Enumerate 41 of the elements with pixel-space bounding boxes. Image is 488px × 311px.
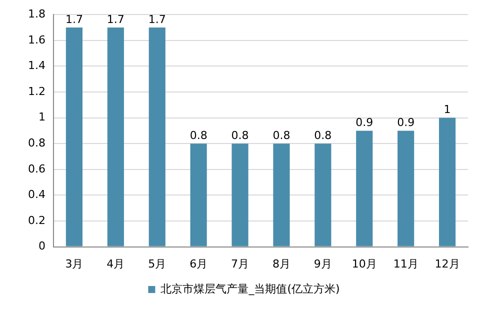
bar xyxy=(314,144,332,246)
data-label: 0.8 xyxy=(190,128,208,142)
data-label: 1.7 xyxy=(148,12,166,26)
y-tick-label: 1.8 xyxy=(28,7,46,20)
x-tick-label: 4月 xyxy=(106,257,125,270)
y-tick-label: 0 xyxy=(38,240,46,253)
data-label: 1.7 xyxy=(65,12,83,26)
y-tick-label: 1 xyxy=(38,110,46,124)
bar xyxy=(356,130,373,246)
data-label: 1.7 xyxy=(106,12,124,26)
data-label: 1 xyxy=(444,103,451,116)
x-tick-label: 5月 xyxy=(148,257,166,270)
x-tick-label: 7月 xyxy=(231,257,250,270)
bar xyxy=(398,130,414,246)
x-tick-label: 9月 xyxy=(314,257,332,270)
x-tick-label: 11月 xyxy=(393,257,418,270)
x-tick-label: 3月 xyxy=(65,257,84,270)
x-tick-label: 6月 xyxy=(190,257,208,270)
data-label: 0.9 xyxy=(397,116,415,130)
bar xyxy=(190,144,207,246)
bar xyxy=(232,144,248,246)
data-label: 0.8 xyxy=(272,128,290,142)
x-tick-label: 12月 xyxy=(434,257,460,270)
x-tick-label: 10月 xyxy=(352,257,377,270)
x-tick-label: 8月 xyxy=(272,257,290,270)
y-tick-label: 1.4 xyxy=(28,59,46,72)
bar xyxy=(148,28,166,246)
data-label: 0.9 xyxy=(356,116,374,130)
bar xyxy=(273,144,290,246)
bar xyxy=(66,28,83,246)
y-tick-label: 0.8 xyxy=(28,136,46,150)
y-tick-label: 1.6 xyxy=(28,33,46,46)
data-label: 0.8 xyxy=(231,128,249,142)
y-tick-label: 0.6 xyxy=(28,162,46,176)
data-label: 0.8 xyxy=(314,128,332,142)
legend-label: 北京市煤层气产量_当期值(亿立方米) xyxy=(160,282,340,296)
y-tick-label: 1.2 xyxy=(28,84,46,98)
y-tick-label: 0.2 xyxy=(28,214,46,227)
bar xyxy=(438,118,456,246)
y-tick-label: 0.4 xyxy=(28,188,46,202)
bar xyxy=(107,28,124,246)
